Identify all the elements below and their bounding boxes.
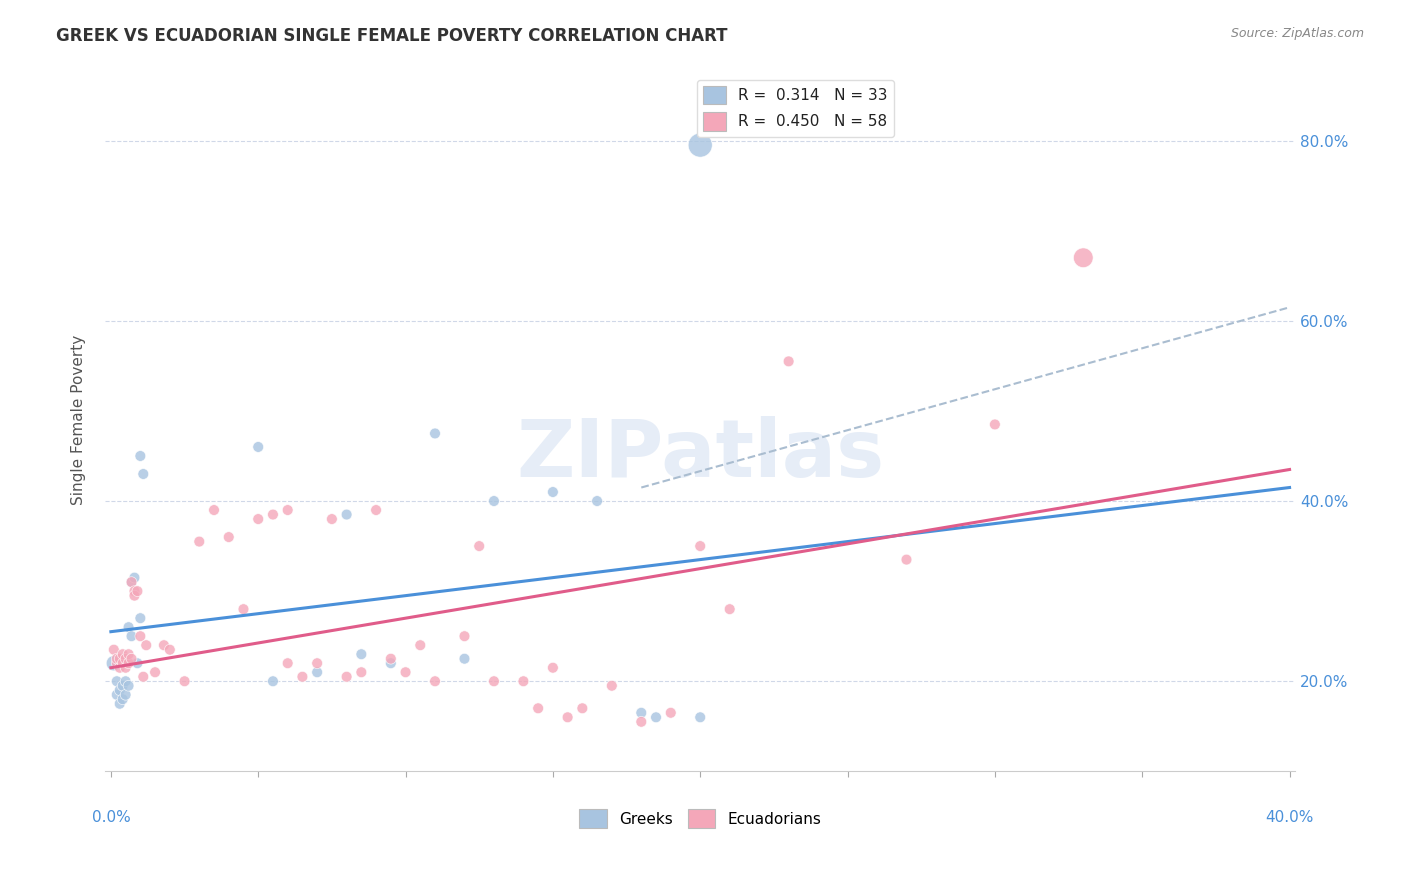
Point (512, 674, 534, 689)
Point (394, 665, 416, 680)
Point (350, 647, 373, 661)
Point (232, 602, 254, 616)
Point (380, 651, 402, 665)
Point (188, 534, 211, 549)
Text: 40.0%: 40.0% (1265, 810, 1313, 825)
Point (380, 657, 402, 671)
Point (262, 674, 284, 689)
Point (630, 706, 652, 720)
Point (129, 611, 152, 625)
Point (247, 440, 270, 454)
Point (482, 674, 505, 689)
Point (114, 688, 136, 702)
Point (129, 449, 152, 463)
Point (105, 674, 128, 689)
Point (689, 710, 711, 724)
Point (108, 683, 131, 698)
Point (117, 679, 139, 693)
Point (482, 494, 505, 508)
Point (423, 426, 446, 441)
Point (143, 665, 166, 680)
Point (571, 701, 593, 715)
Point (124, 584, 146, 599)
Point (124, 571, 146, 585)
Text: 0.0%: 0.0% (91, 810, 131, 825)
Point (307, 657, 329, 671)
Point (718, 602, 741, 616)
Point (121, 575, 143, 590)
Point (423, 674, 446, 689)
Point (527, 701, 550, 715)
Point (111, 692, 134, 706)
Point (984, 417, 1007, 432)
Point (121, 575, 143, 590)
Point (111, 679, 134, 693)
Point (103, 657, 125, 671)
Point (645, 710, 668, 724)
Point (103, 642, 125, 657)
Point (541, 661, 564, 675)
Legend: Greeks, Ecuadorians: Greeks, Ecuadorians (572, 803, 828, 834)
Point (105, 651, 128, 665)
Point (307, 665, 329, 680)
Point (659, 706, 682, 720)
Y-axis label: Single Female Poverty: Single Female Poverty (72, 334, 86, 505)
Point (262, 508, 284, 522)
Point (132, 467, 155, 481)
Point (173, 674, 195, 689)
Point (277, 657, 299, 671)
Point (364, 503, 387, 517)
Point (114, 674, 136, 689)
Point (108, 661, 131, 675)
Point (321, 512, 343, 526)
Point (557, 710, 579, 724)
Point (689, 539, 711, 553)
Point (630, 714, 652, 729)
Point (127, 584, 149, 599)
Point (105, 688, 128, 702)
Point (111, 657, 134, 671)
Point (159, 642, 181, 657)
Point (117, 657, 139, 671)
Point (600, 679, 623, 693)
Text: Source: ZipAtlas.com: Source: ZipAtlas.com (1230, 27, 1364, 40)
Point (108, 651, 131, 665)
Text: ZIPatlas: ZIPatlas (516, 416, 884, 494)
Point (218, 530, 240, 544)
Point (124, 589, 146, 603)
Point (202, 503, 225, 517)
Point (117, 647, 139, 661)
Point (778, 354, 800, 368)
Point (277, 503, 299, 517)
Point (541, 485, 564, 500)
Point (132, 670, 155, 684)
Point (121, 651, 143, 665)
Point (291, 670, 314, 684)
Text: GREEK VS ECUADORIAN SINGLE FEMALE POVERTY CORRELATION CHART: GREEK VS ECUADORIAN SINGLE FEMALE POVERT… (56, 27, 728, 45)
Point (127, 657, 149, 671)
Point (135, 638, 157, 652)
Point (409, 638, 432, 652)
Point (336, 508, 359, 522)
Point (336, 670, 359, 684)
Point (114, 651, 136, 665)
Point (121, 629, 143, 643)
Point (468, 539, 491, 553)
Point (896, 552, 918, 566)
Point (153, 638, 176, 652)
Point (453, 651, 475, 665)
Point (586, 494, 609, 508)
Point (117, 620, 139, 634)
Point (453, 629, 475, 643)
Point (111, 647, 134, 661)
Point (350, 665, 373, 680)
Point (108, 697, 131, 711)
Point (689, 138, 711, 153)
Point (129, 629, 152, 643)
Point (114, 661, 136, 675)
Point (105, 657, 128, 671)
Point (247, 512, 270, 526)
Point (1071, 251, 1094, 265)
